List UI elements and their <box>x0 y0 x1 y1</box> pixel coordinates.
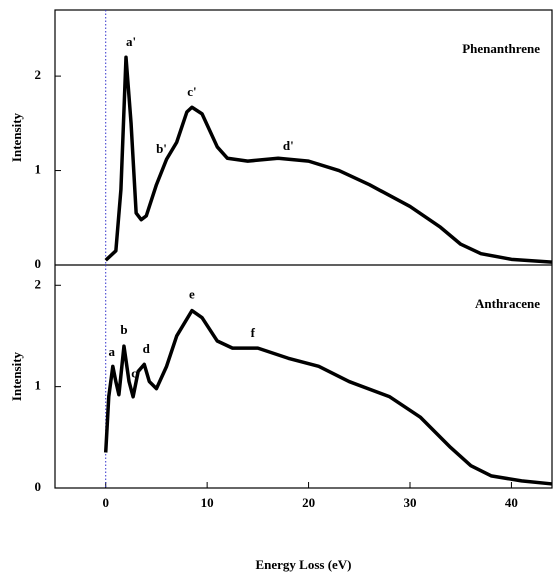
data-line <box>103 308 553 486</box>
annotation: b <box>120 322 127 337</box>
annotation: e <box>189 286 195 301</box>
plot-frame <box>54 9 553 489</box>
y-tick-label: 0 <box>35 256 42 271</box>
data-line <box>104 55 553 264</box>
x-tick-label: 30 <box>404 495 417 510</box>
annotation: c <box>131 365 137 380</box>
y-axis-label: Intensity <box>9 351 24 401</box>
y-tick-label: 0 <box>35 479 42 494</box>
panel-label: Anthracene <box>475 296 540 311</box>
annotation: f <box>251 325 256 340</box>
y-tick-label: 2 <box>35 67 42 82</box>
y-tick-label: 1 <box>35 378 42 393</box>
panel-label: Phenanthrene <box>462 41 540 56</box>
x-tick-label: 0 <box>102 495 109 510</box>
annotation: d' <box>283 138 294 153</box>
annotation: a' <box>126 34 136 49</box>
x-tick-label: 20 <box>302 495 315 510</box>
x-axis-label: Energy Loss (eV) <box>255 557 351 572</box>
y-axis-label: Intensity <box>9 112 24 162</box>
annotation: d <box>143 341 151 356</box>
annotation: c' <box>187 84 196 99</box>
y-tick-label: 1 <box>35 162 42 177</box>
x-tick-label: 40 <box>505 495 518 510</box>
y-tick-label: 2 <box>35 276 42 291</box>
x-tick-label: 10 <box>201 495 214 510</box>
annotation: b' <box>156 141 167 156</box>
annotation: a <box>109 344 116 359</box>
